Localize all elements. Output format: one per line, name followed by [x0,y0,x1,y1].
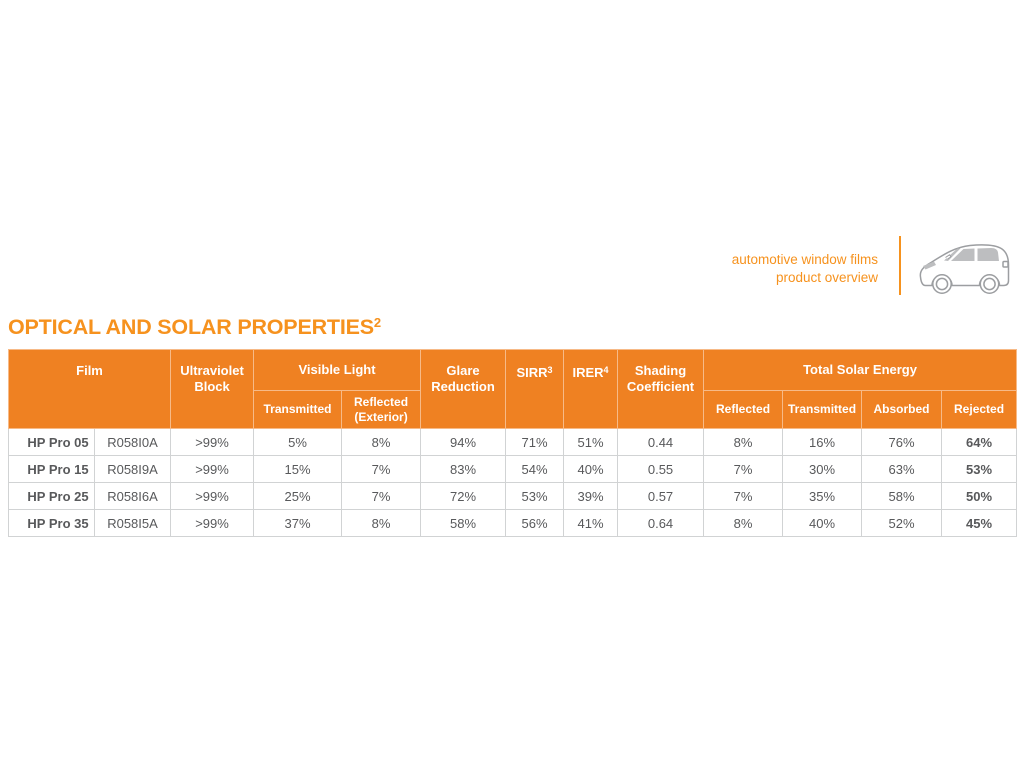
shading-coefficient-value: 0.44 [617,428,705,456]
brand-text: automotive window films product overview [732,251,878,286]
brand-line-1: automotive window films [731,252,878,267]
uv-block-value: >99% [170,482,255,510]
subheader-tse-absorbed: Absorbed [861,390,943,429]
tse-reflected-value: 8% [703,509,784,537]
page-title-text: OPTICAL AND SOLAR PROPERTIES [8,315,374,339]
table-row: HP Pro 05 R058I0A >99% 5% 8% 94% 71% 51%… [8,428,1018,456]
header-glare-reduction: Glare Reduction [420,349,507,429]
vl-reflected-value: 8% [341,428,422,456]
header-sirr-footnote-marker: 3 [547,365,553,375]
vl-reflected-value: 7% [341,455,422,483]
vl-transmitted-value: 15% [253,455,343,483]
header-row-main: Film Ultraviolet Block Visible Light Gla… [7,349,1018,429]
brand-divider [899,236,901,295]
tse-absorbed-value: 76% [861,428,943,456]
irer-value: 51% [563,428,619,456]
irer-value: 41% [563,509,619,537]
table-row: HP Pro 25 R058I6A >99% 25% 7% 72% 53% 39… [8,482,1018,510]
shading-coefficient-value: 0.64 [617,509,705,537]
film-code: R058I5A [93,509,172,537]
header-sirr-text: SIRR [516,365,548,380]
header-uv-block: Ultraviolet Block [170,349,255,429]
subheader-tse-reflected: Reflected [703,390,784,429]
tse-absorbed-value: 52% [861,509,943,537]
film-name: HP Pro 05 [8,428,95,456]
film-code: R058I0A [93,428,172,456]
irer-value: 40% [563,455,619,483]
subheader-vl-transmitted: Transmitted [253,390,343,429]
subheader-vl-reflected-exterior: Reflected (Exterior) [341,390,422,429]
uv-block-value: >99% [170,428,255,456]
page-title: OPTICAL AND SOLAR PROPERTIES2 [8,315,381,340]
tse-reflected-value: 7% [703,482,784,510]
table-row: HP Pro 15 R058I9A >99% 15% 7% 83% 54% 40… [8,455,1018,483]
vl-transmitted-value: 5% [253,428,343,456]
sirr-value: 53% [505,482,565,510]
header-sirr: SIRR3 [505,349,565,429]
glare-reduction-value: 83% [420,455,507,483]
tse-rejected-value: 45% [941,509,1018,537]
tse-rejected-value: 53% [941,455,1018,483]
irer-value: 39% [563,482,619,510]
film-name: HP Pro 25 [8,482,95,510]
shading-coefficient-value: 0.55 [617,455,705,483]
film-code: R058I6A [93,482,172,510]
header-visible-light: Visible Light [253,349,422,391]
tse-absorbed-value: 63% [861,455,943,483]
tse-reflected-value: 8% [703,428,784,456]
sirr-value: 54% [505,455,565,483]
tse-transmitted-value: 30% [782,455,863,483]
header-total-solar-energy: Total Solar Energy [703,349,1018,391]
glare-reduction-value: 58% [420,509,507,537]
optical-solar-properties-table: Film Ultraviolet Block Visible Light Gla… [7,349,1018,537]
vl-transmitted-value: 37% [253,509,343,537]
tse-transmitted-value: 40% [782,509,863,537]
subheader-tse-transmitted: Transmitted [782,390,863,429]
vl-reflected-value: 8% [341,509,422,537]
page-title-footnote-marker: 2 [373,315,381,330]
car-icon [916,236,1013,295]
film-name: HP Pro 15 [8,455,95,483]
glare-reduction-value: 72% [420,482,507,510]
tse-transmitted-value: 16% [782,428,863,456]
header-row-sub: Transmitted Reflected (Exterior) Reflect… [9,390,1018,429]
uv-block-value: >99% [170,509,255,537]
tse-reflected-value: 7% [703,455,784,483]
tse-rejected-value: 64% [941,428,1018,456]
vl-reflected-value: 7% [341,482,422,510]
sirr-value: 56% [505,509,565,537]
header-film: Film [7,349,172,429]
tse-absorbed-value: 58% [861,482,943,510]
subheader-tse-rejected: Rejected [941,390,1018,429]
header-shading-coefficient: Shading Coefficient [617,349,705,429]
film-code: R058I9A [93,455,172,483]
vl-transmitted-value: 25% [253,482,343,510]
header-irer: IRER4 [563,349,619,429]
film-name: HP Pro 35 [8,509,95,537]
sirr-value: 71% [505,428,565,456]
uv-block-value: >99% [170,455,255,483]
tse-rejected-value: 50% [941,482,1018,510]
header-irer-text: IRER [572,365,604,380]
header-irer-footnote-marker: 4 [603,365,609,375]
glare-reduction-value: 94% [420,428,507,456]
brand-line-2: product overview [775,269,878,285]
table-row: HP Pro 35 R058I5A >99% 37% 8% 58% 56% 41… [8,509,1018,537]
shading-coefficient-value: 0.57 [617,482,705,510]
tse-transmitted-value: 35% [782,482,863,510]
